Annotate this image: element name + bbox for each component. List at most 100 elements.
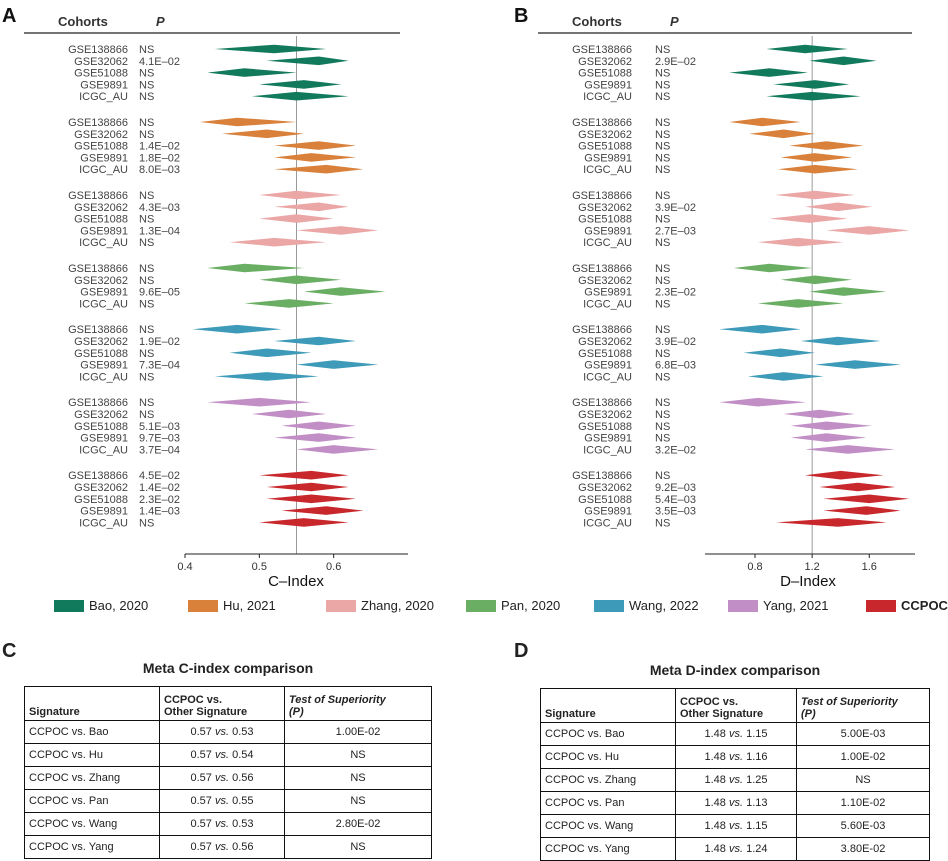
estimate-diamond	[789, 141, 864, 150]
cohort-label: ICGC_AU	[583, 237, 632, 249]
estimate-diamond	[303, 287, 386, 296]
cohort-label: ICGC_AU	[79, 164, 128, 176]
p-value-cell: 5.60E-03	[796, 814, 930, 838]
p-value-cell: 5.00E-03	[796, 722, 930, 746]
p-value-label: 1.8E–02	[139, 152, 180, 164]
p-value-label: NS	[139, 275, 154, 287]
cohort-label: GSE138866	[68, 117, 128, 129]
p-value-label: NS	[655, 68, 670, 80]
estimate-diamond	[274, 141, 356, 150]
comparison-cell: 0.57 vs. 0.55	[159, 789, 285, 813]
p-value-label: 5.1E–03	[139, 421, 180, 433]
estimate-diamond	[296, 445, 379, 454]
p-value-label: 1.4E–02	[139, 482, 180, 494]
estimate-diamond	[823, 506, 901, 515]
header-cohorts: Cohorts	[58, 14, 108, 29]
x-tick-label: 0.8	[747, 561, 762, 573]
x-tick-label: 1.2	[804, 561, 819, 573]
cohort-label: GSE32062	[578, 482, 632, 494]
p-value-label: NS	[655, 263, 670, 275]
signature-cell: CCPOC vs. Hu	[24, 743, 160, 767]
cohort-label: GSE32062	[74, 482, 128, 494]
p-value-label: 6.8E–03	[655, 360, 696, 372]
cohort-label: GSE9891	[80, 360, 128, 372]
x-tick-label: 0.5	[252, 561, 267, 573]
estimate-diamond	[274, 202, 349, 212]
cohort-label: ICGC_AU	[79, 91, 128, 103]
p-value-label: NS	[139, 44, 154, 56]
signature-cell: CCPOC vs. Wang	[540, 814, 676, 838]
estimate-diamond	[251, 409, 327, 419]
cohort-label: GSE51088	[578, 494, 632, 506]
p-value-label: 4.3E–03	[139, 202, 180, 214]
cohort-label: GSE138866	[68, 397, 128, 409]
cohort-label: GSE32062	[74, 275, 128, 287]
table-row: CCPOC vs. Hu 0.57 vs. 0.54 NS	[24, 743, 432, 767]
estimate-diamond	[214, 44, 327, 54]
p-value-label: 2.3E–02	[139, 494, 180, 506]
panel-letter-d: D	[514, 640, 529, 662]
signature-cell: CCPOC vs. Yang	[540, 837, 676, 861]
cohort-label: GSE138866	[572, 190, 632, 202]
p-value-label: NS	[655, 237, 670, 249]
cohort-label: ICGC_AU	[583, 371, 632, 383]
legend-label: Hu, 2021	[223, 598, 276, 613]
p-value-label: 3.7E–04	[139, 444, 180, 456]
cohort-label: GSE32062	[578, 129, 632, 141]
estimate-diamond	[207, 263, 304, 273]
p-value-label: 4.1E–02	[139, 56, 180, 68]
x-axis-title: C–Index	[268, 573, 324, 590]
estimate-diamond	[757, 299, 844, 308]
estimate-diamond	[743, 348, 815, 358]
estimate-diamond	[823, 494, 910, 504]
estimate-diamond	[274, 164, 364, 174]
p-value-label: NS	[655, 470, 670, 482]
legend-label: Yang, 2021	[763, 598, 829, 613]
cohort-label: GSE51088	[74, 141, 128, 153]
estimate-diamond	[244, 299, 334, 308]
cohort-label: GSE51088	[74, 494, 128, 506]
cohort-label: GSE9891	[584, 225, 632, 237]
signature-cell: CCPOC vs. Zhang	[540, 768, 676, 792]
p-value-label: 3.5E–03	[655, 506, 696, 518]
estimate-diamond	[826, 226, 910, 235]
table-row: CCPOC vs. Bao 0.57 vs. 0.53 1.00E-02	[24, 720, 432, 744]
cohort-label: GSE138866	[572, 324, 632, 336]
estimate-diamond	[773, 80, 850, 89]
panel-letter-b: B	[514, 5, 528, 27]
p-value-label: NS	[139, 237, 154, 249]
header-p: P	[670, 14, 679, 29]
comparison-cell: 1.48 vs. 1.15	[675, 814, 797, 838]
cohort-label: ICGC_AU	[79, 298, 128, 310]
table-row: CCPOC vs. Zhang 0.57 vs. 0.56 NS	[24, 766, 432, 790]
estimate-diamond	[729, 68, 808, 77]
p-value-cell: NS	[284, 789, 432, 813]
estimate-diamond	[719, 324, 801, 334]
estimate-diamond	[809, 56, 877, 66]
table-d-title: Meta D-index comparison	[649, 662, 821, 678]
p-value-label: NS	[655, 117, 670, 129]
comparison-cell: 0.57 vs. 0.53	[159, 720, 285, 744]
cohort-label: GSE138866	[68, 324, 128, 336]
x-tick-label: 1.6	[862, 561, 877, 573]
header-signature: Signature	[24, 686, 160, 721]
cohort-label: ICGC_AU	[583, 164, 632, 176]
table-c-title: Meta C-index comparison	[142, 660, 314, 676]
p-value-label: NS	[655, 275, 670, 287]
estimate-diamond	[719, 397, 807, 407]
p-value-label: NS	[655, 141, 670, 153]
forest-panel-d-index: Cohorts P GSE138866 NS GSE32062 2.9E–02 GSE510…	[538, 14, 915, 590]
p-value-label: 3.2E–02	[655, 444, 696, 456]
estimate-diamond	[790, 421, 873, 431]
p-value-cell: 1.00E-02	[284, 720, 432, 744]
signature-cell: CCPOC vs. Wang	[24, 812, 160, 836]
panel-letter-c: C	[2, 640, 17, 662]
p-value-label: NS	[139, 129, 154, 141]
estimate-diamond	[251, 91, 349, 101]
p-value-label: NS	[655, 79, 670, 91]
signature-cell: CCPOC vs. Zhang	[24, 766, 160, 790]
p-value-label: 1.9E–02	[139, 336, 180, 348]
p-value-label: NS	[655, 44, 670, 56]
cohort-label: GSE9891	[80, 79, 128, 91]
p-value-label: NS	[655, 397, 670, 409]
